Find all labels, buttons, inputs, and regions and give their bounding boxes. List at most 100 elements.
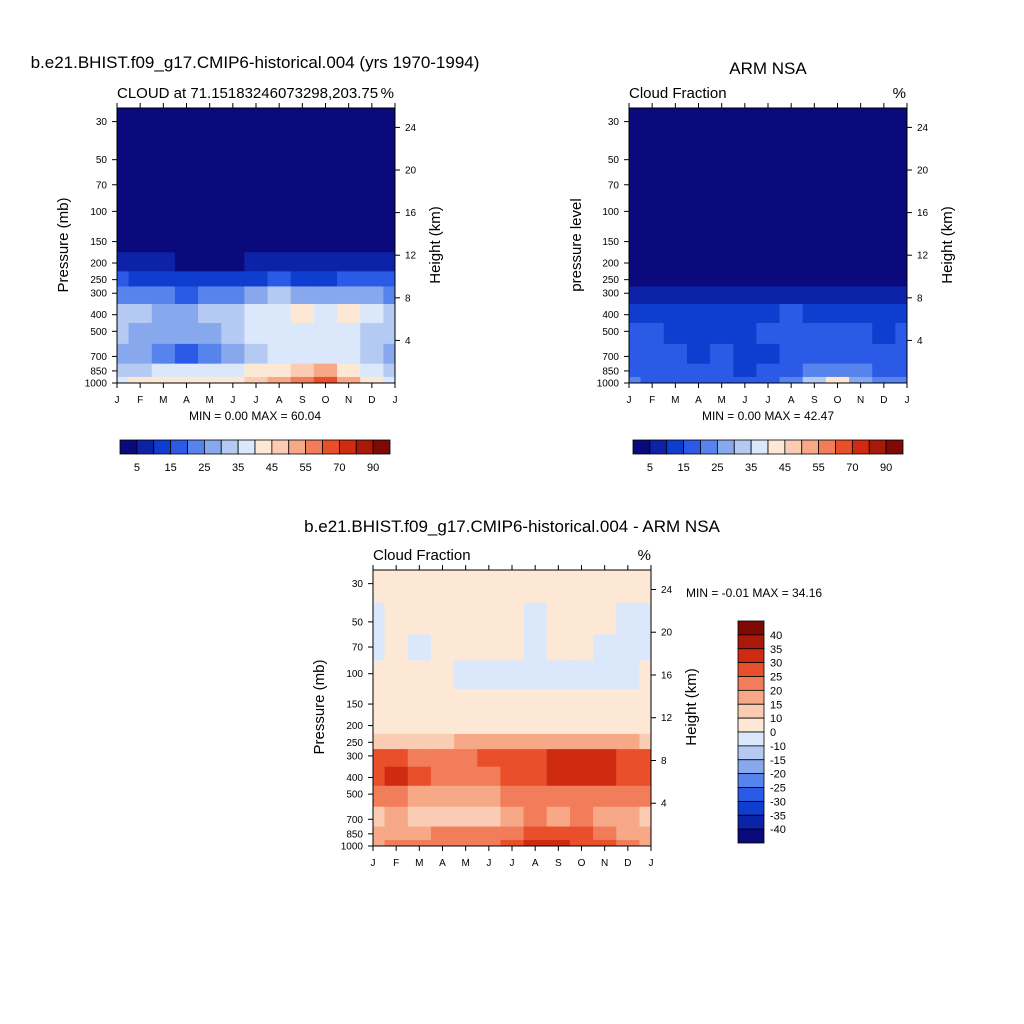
y-tick-label: 250	[602, 275, 619, 286]
colorbar-box	[737, 620, 765, 636]
heatmap-cell	[616, 634, 640, 661]
x-tick-label: O	[578, 858, 586, 869]
heatmap-cell	[500, 733, 525, 750]
heatmap-cell	[477, 766, 501, 787]
heatmap-cell	[872, 252, 896, 272]
y-tick-label: 300	[346, 751, 363, 762]
heatmap-cell	[802, 376, 827, 384]
heatmap-cell	[593, 766, 617, 787]
heatmap-cell	[384, 749, 409, 768]
heatmap-cell	[267, 303, 292, 324]
colorbar-box	[737, 759, 765, 775]
y-tick-label: 200	[90, 259, 107, 270]
colorbar-label: 25	[198, 462, 210, 474]
min-max-stats: MIN = 0.00 MAX = 60.04	[189, 409, 321, 423]
heatmap-cell	[151, 252, 176, 272]
heatmap-cell	[454, 826, 478, 841]
heatmap-cell	[849, 303, 873, 324]
heatmap-cell	[337, 363, 361, 378]
colorbar-box	[767, 439, 786, 455]
heatmap-cell	[198, 198, 222, 227]
heatmap-cell	[616, 806, 640, 828]
heatmap-cell	[221, 323, 245, 345]
heatmap-cell	[546, 785, 571, 808]
colorbar: 5 15 25 35 45 55 70 90	[119, 439, 391, 474]
heatmap-cell	[383, 172, 396, 199]
height-tick-label: 20	[405, 166, 417, 177]
colorbar-label: 15	[678, 462, 690, 474]
heatmap-cell	[640, 252, 665, 272]
heatmap-cell	[569, 714, 594, 735]
heatmap-cell	[779, 140, 804, 173]
heatmap-cell	[500, 785, 525, 808]
heatmap-cell	[337, 226, 361, 253]
heatmap-cell	[384, 806, 409, 828]
colorbar-box	[737, 731, 765, 747]
heatmap-cell	[593, 806, 617, 828]
heatmap-cell	[244, 198, 269, 227]
heatmap-cell	[290, 140, 315, 173]
heatmap-cell	[849, 252, 873, 272]
x-tick-label: S	[811, 395, 818, 406]
heatmap-cell	[710, 303, 734, 324]
heatmap-cell	[629, 140, 642, 173]
heatmap-cell	[454, 839, 478, 847]
heatmap-cell	[360, 271, 384, 287]
heatmap-cell	[221, 271, 245, 287]
heatmap-cell	[733, 198, 757, 227]
height-tick-label: 24	[917, 123, 929, 134]
heatmap-cell	[151, 286, 176, 305]
colorbar-label: 30	[770, 658, 782, 670]
y-tick-label: 500	[346, 790, 363, 801]
heatmap-cell	[221, 343, 245, 365]
heatmap-cell	[384, 602, 409, 635]
plot-area: J F M A M J J A S O N D J 30 50 70 100 150 200 250 300 400 500…	[341, 565, 673, 869]
y-tick-label: 100	[346, 669, 363, 680]
colorbar-box	[683, 439, 701, 455]
heatmap-cell	[454, 749, 478, 768]
y-axis-label: Pressure (mb)	[311, 659, 328, 754]
heatmap-cell	[477, 826, 501, 841]
x-tick-label: J	[254, 395, 259, 406]
y-tick-label: 250	[90, 275, 107, 286]
heatmap-cell	[756, 323, 781, 345]
heatmap-cell	[825, 108, 850, 142]
heatmap-cell	[710, 286, 734, 305]
heatmap-cell	[639, 839, 652, 847]
heatmap-cell	[290, 323, 315, 345]
heatmap-cell	[198, 226, 222, 253]
heatmap-cell	[430, 785, 455, 808]
heatmap-cell	[454, 602, 478, 635]
heatmap-cell	[872, 303, 896, 324]
colorbar-box	[818, 439, 836, 455]
heatmap-cell	[849, 226, 873, 253]
heatmap-cell	[710, 376, 734, 384]
heatmap-cell	[733, 226, 757, 253]
heatmap-cell	[373, 785, 386, 808]
heatmap-cell	[733, 376, 757, 384]
heatmap-cell	[616, 733, 640, 750]
heatmap-cell	[337, 343, 361, 365]
heatmap-cell	[756, 252, 781, 272]
heatmap-cell	[640, 363, 665, 378]
heatmap-cell	[802, 140, 827, 173]
colorbar-box	[288, 439, 307, 455]
heatmap-cell	[174, 172, 199, 199]
colorbar-label: -35	[770, 810, 786, 822]
colorbar-label: 15	[770, 699, 782, 711]
x-tick-label: J	[905, 395, 910, 406]
heatmap-cell	[198, 140, 222, 173]
colorbar-box	[737, 828, 765, 844]
heatmap-cell	[639, 766, 652, 787]
x-tick-label: M	[461, 858, 469, 869]
heatmap-cell	[407, 714, 432, 735]
x-tick-label: D	[880, 395, 887, 406]
colorbar-box	[737, 676, 765, 691]
heatmap-cell	[802, 108, 827, 142]
heatmap-cell	[151, 323, 176, 345]
y-tick-label: 50	[608, 155, 620, 166]
heatmap-cell	[373, 806, 386, 828]
heatmap-cell	[267, 226, 292, 253]
heatmap-cell	[373, 826, 386, 841]
panel-title: b.e21.BHIST.f09_g17.CMIP6-historical.004…	[31, 53, 480, 72]
